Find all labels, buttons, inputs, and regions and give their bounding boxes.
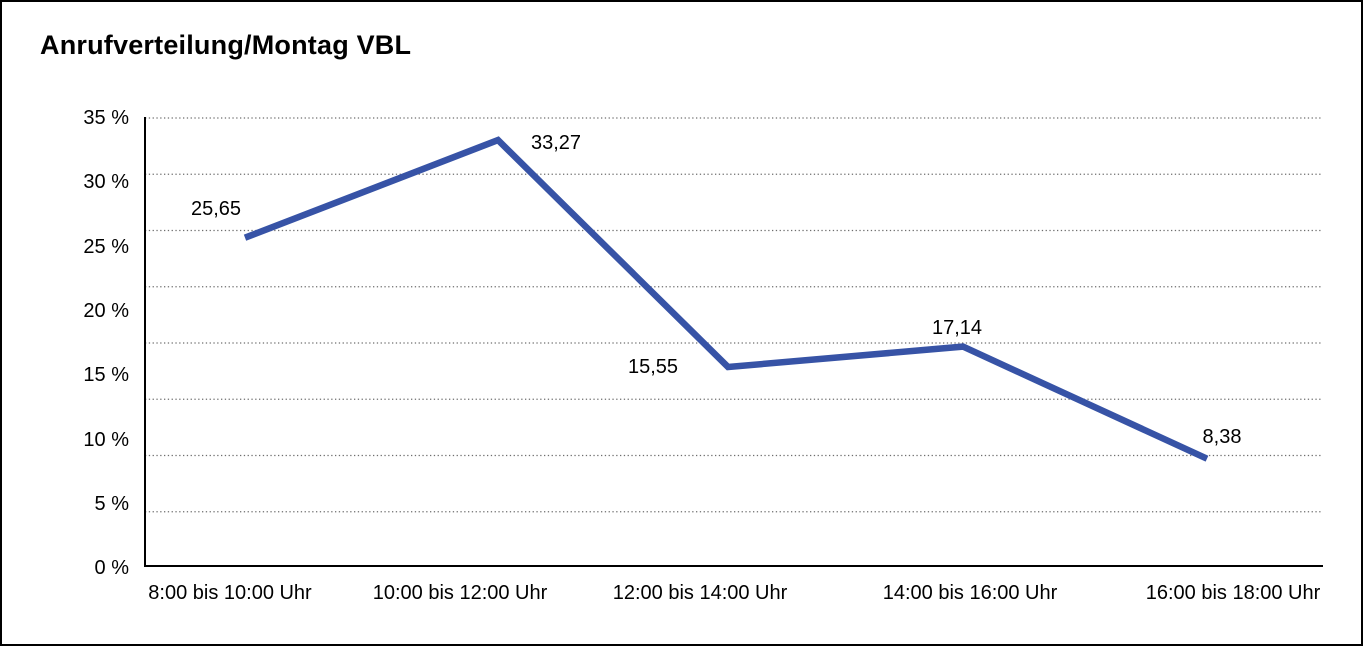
data-point-value-label: 8,38 — [1202, 426, 1242, 448]
data-point-value-label: 15,55 — [627, 356, 679, 378]
data-series-line — [243, 136, 1209, 462]
x-axis-category-label: 8:00 bis 10:00 Uhr — [148, 582, 312, 604]
data-point-value-label: 25,65 — [190, 198, 242, 220]
y-axis-tick-label: 35 % — [83, 107, 129, 129]
x-axis-category-label: 14:00 bis 16:00 Uhr — [882, 582, 1058, 604]
y-axis-tick-label: 10 % — [83, 428, 129, 451]
y-axis-tick-label: 20 % — [83, 299, 129, 322]
chart-title: Anrufverteilung/Montag VBL — [40, 30, 412, 60]
y-axis-tick-label: 5 % — [94, 492, 129, 515]
y-axis-tick-label: 30 % — [83, 171, 129, 194]
y-axis-tick-label: 25 % — [83, 235, 129, 258]
data-point-value-label: 17,14 — [931, 317, 983, 339]
x-axis-category-label: 12:00 bis 14:00 Uhr — [612, 582, 788, 604]
x-axis-category-label: 10:00 bis 12:00 Uhr — [372, 582, 548, 604]
x-axis-category-label: 16:00 bis 18:00 Uhr — [1145, 582, 1321, 604]
data-point-value-label: 33,27 — [530, 132, 582, 154]
y-axis-tick-label: 15 % — [83, 364, 129, 387]
y-axis-tick-label: 0 % — [94, 557, 129, 580]
